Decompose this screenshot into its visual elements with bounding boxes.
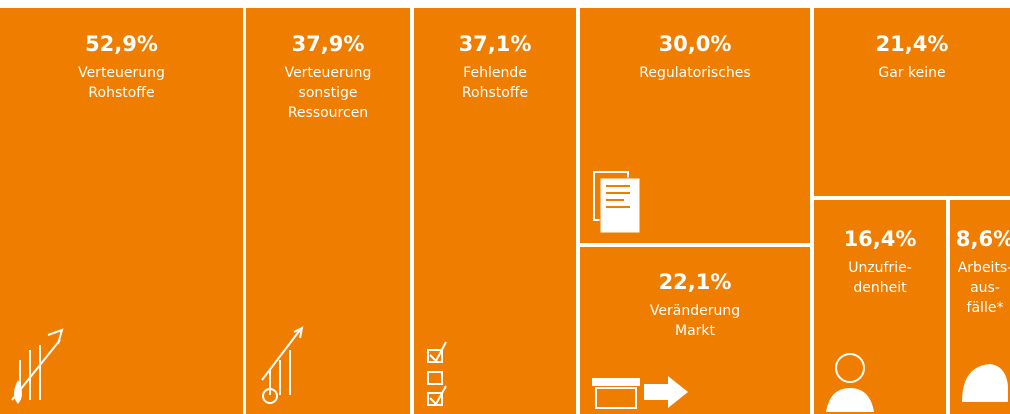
tile-label: Rohstoffe bbox=[88, 85, 154, 101]
tile-label: Ressourcen bbox=[288, 105, 368, 121]
tile-label: Verteuerung bbox=[285, 65, 372, 81]
tile-label: aus- bbox=[970, 280, 1000, 296]
icons bbox=[11, 171, 1008, 412]
icon-documents bbox=[593, 171, 641, 234]
value-label: 21,4% bbox=[876, 32, 949, 56]
icon-raw-materials bbox=[11, 328, 64, 404]
icon-market bbox=[592, 376, 688, 409]
value-label: 22,1% bbox=[659, 270, 732, 294]
tile-label: Markt bbox=[675, 323, 716, 339]
value-label: 37,9% bbox=[292, 32, 365, 56]
icon-checklist bbox=[427, 341, 447, 406]
tile-label: Gar keine bbox=[878, 65, 945, 81]
tile-label: denheit bbox=[853, 280, 907, 296]
value-label: 16,4% bbox=[844, 227, 917, 251]
tile-label: Fehlende bbox=[463, 65, 527, 81]
tile-label: sonstige bbox=[299, 85, 358, 101]
tile-label: fälle* bbox=[967, 300, 1004, 316]
value-label: 37,1% bbox=[459, 32, 532, 56]
icon-resources bbox=[261, 326, 304, 404]
icon-helmet bbox=[962, 364, 1008, 402]
tile bbox=[814, 200, 946, 414]
tile-label: Arbeits- bbox=[958, 260, 1010, 276]
tile bbox=[246, 8, 410, 414]
icon-person bbox=[826, 353, 874, 412]
tile-label: Regulatorisches bbox=[639, 65, 750, 81]
value-label: 30,0% bbox=[659, 32, 732, 56]
tile-label: Unzufrie- bbox=[848, 260, 912, 276]
tile bbox=[414, 8, 576, 414]
value-label: 52,9% bbox=[85, 32, 158, 56]
tile-label: Verteuerung bbox=[78, 65, 165, 81]
tile-label: Rohstoffe bbox=[462, 85, 528, 101]
tile bbox=[580, 247, 810, 414]
tile-label: Veränderung bbox=[650, 303, 740, 319]
tile bbox=[814, 8, 1010, 196]
value-label: 8,6% bbox=[956, 227, 1010, 251]
